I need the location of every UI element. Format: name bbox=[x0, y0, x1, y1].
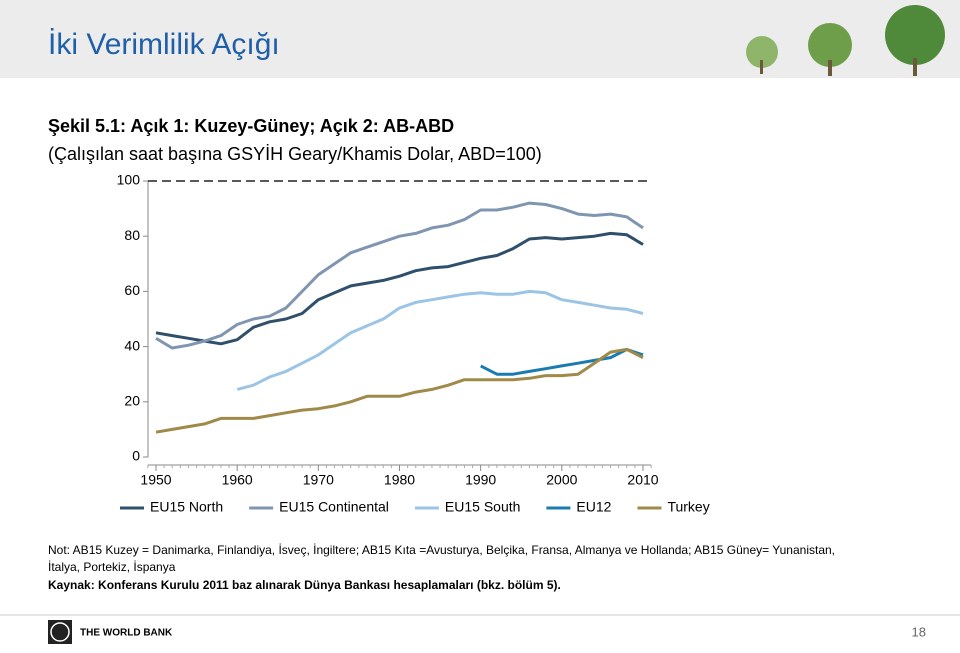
x-tick-label: 2000 bbox=[546, 472, 577, 488]
note: Not: AB15 Kuzey = Danimarka, Finlandiya,… bbox=[48, 543, 835, 557]
series-line bbox=[155, 347, 644, 434]
x-tick-label: 1980 bbox=[384, 472, 415, 488]
page-number: 18 bbox=[912, 624, 926, 639]
tree-icons bbox=[746, 5, 945, 76]
y-tick-label: 100 bbox=[117, 172, 141, 188]
figure-caption: Şekil 5.1: Açık 1: Kuzey-Güney; Açık 2: … bbox=[48, 116, 454, 136]
y-tick-label: 80 bbox=[124, 227, 140, 243]
source-note: Kaynak: Konferans Kurulu 2011 baz alınar… bbox=[48, 578, 561, 592]
x-tick-label: 1950 bbox=[140, 472, 171, 488]
x-tick-label: 1970 bbox=[303, 472, 334, 488]
x-tick-label: 2010 bbox=[627, 472, 658, 488]
series-line bbox=[480, 347, 644, 376]
logo-icon bbox=[48, 620, 72, 644]
series-line bbox=[155, 201, 644, 350]
slide-title: İki Verimlilik Açığı bbox=[48, 28, 280, 61]
x-tick-label: 1960 bbox=[222, 472, 253, 488]
logo-globe bbox=[50, 622, 70, 642]
legend-label: EU15 South bbox=[445, 499, 521, 515]
y-tick-label: 60 bbox=[124, 282, 140, 298]
y-tick-label: 40 bbox=[124, 337, 140, 353]
series-line bbox=[236, 289, 644, 391]
series-line bbox=[155, 231, 644, 346]
x-tick-label: 1990 bbox=[465, 472, 496, 488]
legend-label: EU12 bbox=[576, 499, 611, 515]
legend-label: EU15 North bbox=[150, 499, 223, 515]
y-tick-label: 0 bbox=[132, 448, 140, 464]
figure-subcaption: (Çalışılan saat başına GSYİH Geary/Khami… bbox=[48, 144, 542, 164]
legend-label: Turkey bbox=[667, 499, 709, 515]
note: İtalya, Portekiz, İspanya bbox=[48, 560, 176, 574]
logo-text: THE WORLD BANK bbox=[80, 628, 173, 639]
y-tick-label: 20 bbox=[124, 393, 140, 409]
plot: 0 20 40 60 80 100 1950 1960 1970 1980 1990 2000 2010… bbox=[117, 172, 710, 515]
legend-label: EU15 Continental bbox=[279, 499, 389, 515]
header-band bbox=[0, 0, 960, 78]
